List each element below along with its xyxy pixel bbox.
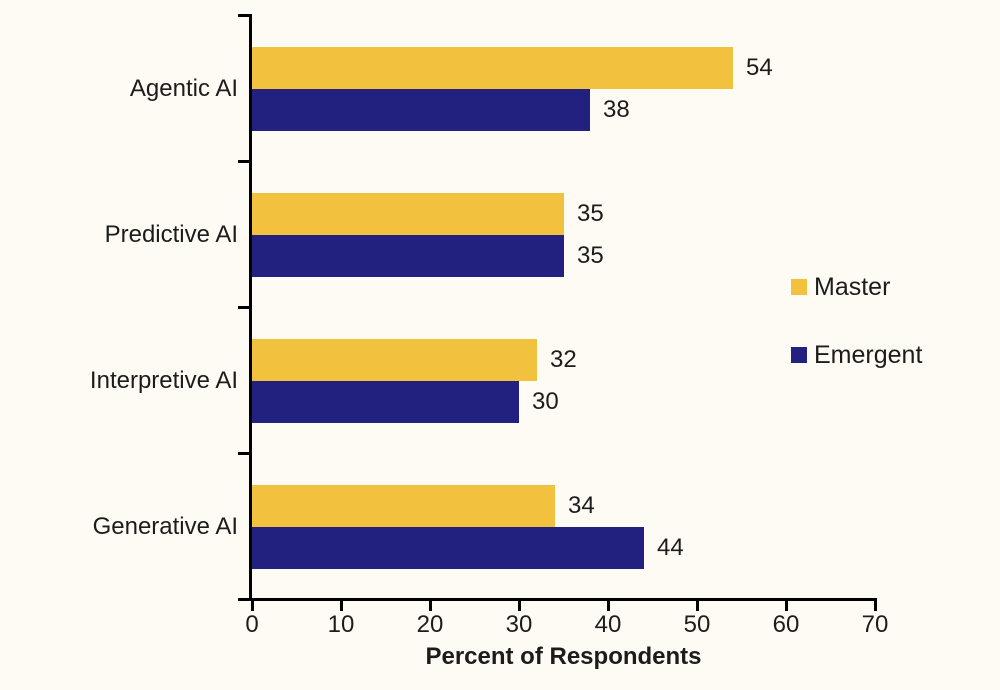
x-axis-tick-label: 10 [327, 611, 355, 638]
value-label: 35 [577, 200, 604, 227]
value-label: 34 [568, 492, 595, 519]
y-axis-tick [238, 160, 249, 163]
bar-master [252, 339, 537, 381]
x-axis-tick-label: 40 [594, 611, 622, 638]
value-label: 32 [550, 346, 577, 373]
x-axis-tick [250, 601, 254, 611]
x-axis-tick-label: 50 [683, 611, 711, 638]
bar-master [252, 193, 564, 235]
value-label: 35 [577, 242, 604, 269]
y-axis-tick [238, 452, 249, 455]
bar-emergent [252, 381, 519, 423]
x-axis-tick [428, 601, 432, 611]
legend-item-master: Master [791, 274, 890, 300]
legend-label: Master [814, 273, 891, 301]
x-axis-tick [873, 601, 877, 611]
x-axis-tick [784, 601, 788, 611]
x-axis-tick-label: 0 [245, 611, 259, 638]
legend-label: Emergent [814, 341, 923, 369]
category-label: Predictive AI [104, 221, 238, 248]
x-axis-tick-label: 30 [505, 611, 533, 638]
value-label: 44 [657, 534, 684, 561]
legend-item-emergent: Emergent [791, 342, 922, 368]
bar-master [252, 47, 733, 89]
bar-emergent [252, 235, 564, 277]
x-axis-tick-label: 70 [861, 611, 889, 638]
value-label: 54 [746, 54, 773, 81]
y-axis-line [249, 14, 252, 601]
x-axis-tick [339, 601, 343, 611]
x-axis-tick-label: 60 [772, 611, 800, 638]
x-axis-tick [695, 601, 699, 611]
category-label: Generative AI [92, 513, 238, 540]
legend-swatch-emergent [791, 347, 807, 363]
x-axis-tick [517, 601, 521, 611]
x-axis-tick [606, 601, 610, 611]
y-axis-tick [238, 306, 249, 309]
value-label: 38 [603, 96, 630, 123]
bar-emergent [252, 527, 644, 569]
y-axis-tick [238, 14, 249, 17]
x-axis-tick-label: 20 [416, 611, 444, 638]
value-label: 30 [532, 388, 559, 415]
category-label: Interpretive AI [89, 367, 238, 394]
bar-emergent [252, 89, 590, 131]
x-axis-line [238, 598, 877, 601]
category-label: Agentic AI [129, 75, 238, 102]
bar-master [252, 485, 555, 527]
legend-swatch-master [791, 279, 807, 295]
x-axis-title: Percent of Respondents [425, 643, 702, 670]
